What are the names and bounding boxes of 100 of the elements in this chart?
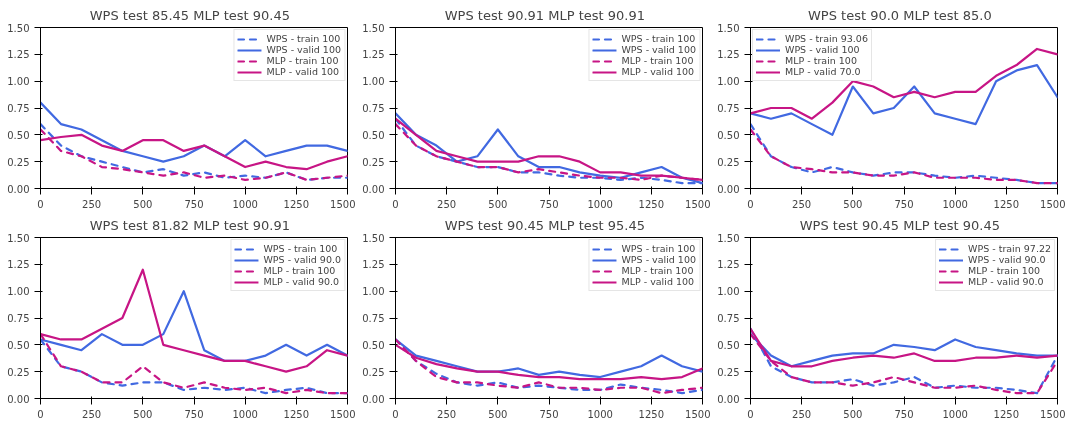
y-tick-label: 0.00 (717, 393, 740, 405)
legend-label: MLP - train 100 (263, 265, 336, 276)
x-tick-label: 1000 (232, 408, 258, 420)
x-tick-label: 1500 (1040, 408, 1066, 420)
y-tick-label: 0.00 (362, 183, 385, 195)
x-tick-label: 250 (437, 408, 457, 420)
x-tick-label: 0 (392, 408, 399, 420)
legend-label: WPS - train 100 (266, 33, 341, 44)
legend-label: WPS - train 97.22 (968, 243, 1051, 254)
y-tick-label: 0.25 (362, 366, 385, 378)
y-tick-label: 0.00 (717, 183, 740, 195)
legend-label: WPS - valid 100 (785, 44, 860, 55)
legend-label: MLP - valid 100 (621, 276, 695, 287)
x-tick-label: 0 (37, 408, 44, 420)
x-tick-label: 500 (488, 198, 508, 210)
x-tick-label: 500 (133, 408, 153, 420)
legend-label: MLP - train 100 (266, 55, 339, 66)
y-tick-label: 1.50 (7, 232, 30, 244)
legend-label: WPS - valid 100 (621, 44, 696, 55)
x-tick-label: 750 (539, 408, 559, 420)
y-tick-label: 1.50 (7, 22, 30, 34)
x-tick-label: 750 (539, 198, 559, 210)
y-tick-label: 1.50 (362, 232, 385, 244)
x-tick-label: 1000 (587, 198, 613, 210)
y-tick-label: 1.25 (7, 49, 30, 61)
x-tick-label: 1000 (587, 408, 613, 420)
legend-label: WPS - valid 90.0 (263, 254, 341, 265)
legend-label: MLP - valid 100 (266, 66, 340, 77)
x-tick-label: 1250 (283, 408, 310, 420)
y-tick-label: 0.25 (717, 156, 740, 168)
legend-label: WPS - valid 100 (266, 44, 341, 55)
x-tick-label: 1000 (942, 408, 968, 420)
legend-label: WPS - train 100 (621, 243, 696, 254)
y-tick-label: 1.00 (7, 76, 30, 88)
x-tick-label: 1250 (993, 408, 1020, 420)
x-tick-label: 250 (437, 198, 457, 210)
legend-label: MLP - train 100 (968, 265, 1040, 276)
legend-label: MLP - valid 100 (621, 66, 695, 77)
x-tick-label: 1250 (993, 198, 1020, 210)
x-tick-label: 1500 (685, 408, 711, 420)
y-tick-label: 0.75 (362, 313, 385, 324)
x-tick-label: 1500 (685, 198, 711, 210)
x-tick-label: 500 (843, 198, 863, 210)
y-tick-label: 1.50 (362, 22, 385, 34)
legend-label: WPS - valid 90.0 (968, 254, 1046, 265)
y-tick-label: 1.00 (717, 286, 740, 298)
y-tick-label: 0.50 (7, 129, 30, 141)
x-tick-label: 250 (792, 408, 812, 420)
x-tick-label: 1250 (638, 198, 665, 210)
x-tick-label: 1500 (330, 198, 356, 210)
x-tick-label: 1250 (283, 198, 310, 210)
y-tick-label: 0.00 (7, 183, 30, 195)
x-tick-label: 1250 (638, 408, 665, 420)
x-tick-label: 500 (133, 198, 153, 210)
y-tick-label: 0.25 (7, 366, 30, 378)
y-tick-label: 0.00 (362, 393, 385, 405)
x-tick-label: 0 (747, 198, 754, 210)
chart-title: WPS test 90.0 MLP test 85.0 (808, 7, 992, 23)
x-tick-label: 750 (184, 198, 204, 210)
x-tick-label: 250 (82, 408, 102, 420)
y-tick-label: 1.00 (7, 286, 30, 298)
legend-label: MLP - valid 70.0 (785, 66, 861, 77)
y-tick-label: 0.75 (362, 103, 385, 114)
legend-label: WPS - train 100 (621, 33, 696, 44)
y-tick-label: 0.25 (362, 156, 385, 168)
x-tick-label: 1500 (330, 408, 356, 420)
y-tick-label: 0.75 (717, 103, 740, 114)
x-tick-label: 1000 (942, 198, 968, 210)
legend-label: MLP - train 100 (621, 265, 694, 276)
y-tick-label: 1.25 (717, 259, 740, 271)
x-tick-label: 0 (37, 198, 44, 210)
legend-label: MLP - train 100 (621, 55, 694, 66)
x-tick-label: 1000 (232, 198, 258, 210)
x-tick-label: 750 (894, 198, 914, 210)
chart-title: WPS test 81.82 MLP test 90.91 (89, 217, 291, 233)
y-tick-label: 1.00 (362, 286, 385, 298)
x-tick-label: 500 (488, 408, 508, 420)
x-tick-label: 1500 (1040, 198, 1066, 210)
y-tick-label: 1.50 (717, 232, 740, 244)
y-tick-label: 0.25 (717, 366, 740, 378)
y-tick-label: 1.25 (717, 49, 740, 61)
y-tick-label: 1.00 (717, 76, 740, 88)
x-tick-label: 250 (82, 198, 102, 210)
y-tick-label: 1.00 (362, 76, 385, 88)
y-tick-label: 0.50 (7, 339, 30, 351)
legend-label: MLP - train 100 (785, 55, 857, 66)
y-tick-label: 0.75 (7, 103, 30, 114)
x-tick-label: 0 (392, 198, 399, 210)
chart-title: WPS test 85.45 MLP test 90.45 (89, 7, 291, 23)
y-tick-label: 0.00 (7, 393, 30, 405)
y-tick-label: 0.75 (717, 313, 740, 324)
x-tick-label: 750 (894, 408, 914, 420)
legend-label: WPS - valid 100 (621, 254, 696, 265)
chart-title: WPS test 90.45 MLP test 95.45 (444, 217, 646, 233)
legend-label: MLP - valid 90.0 (263, 276, 340, 287)
x-tick-label: 750 (184, 408, 204, 420)
y-tick-label: 1.25 (7, 259, 30, 271)
y-tick-label: 1.25 (362, 49, 385, 61)
y-tick-label: 0.25 (7, 156, 30, 168)
x-tick-label: 0 (747, 408, 754, 420)
